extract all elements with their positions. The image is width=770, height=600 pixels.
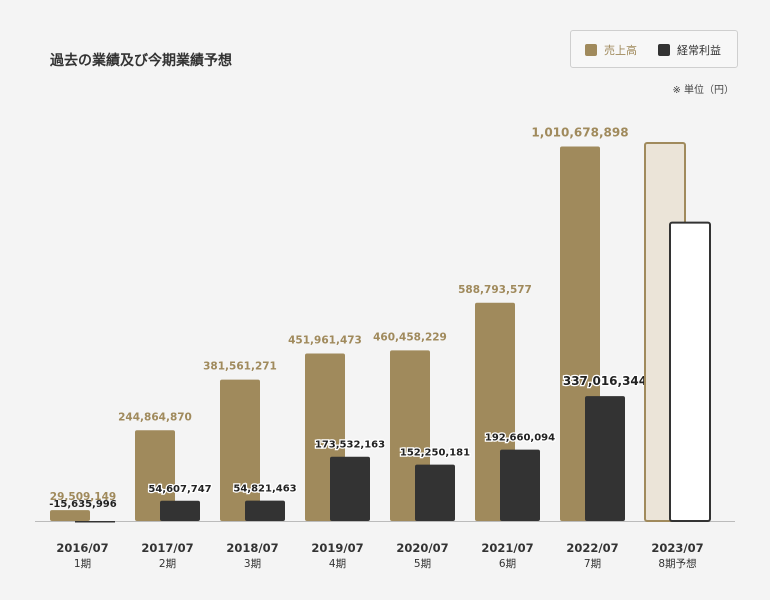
x-tick-label: 2020/07 [396,541,448,555]
x-tick-label: 2022/07 [566,541,618,555]
x-tick-sublabel: 8期予想 [658,557,696,570]
bar-sales[interactable] [50,510,90,521]
label-profit-value: 337,016,344 [563,374,647,388]
bar-profit[interactable] [415,464,455,521]
label-sales-value: 451,961,473 [288,335,362,347]
legend-item-sales[interactable]: 売上高 [585,42,637,58]
bar-profit[interactable] [669,221,711,522]
bar-profit[interactable] [245,500,285,521]
bar-profit[interactable] [75,521,115,523]
x-tick-label: 2016/07 [56,541,108,555]
label-sales-value: 1,010,678,898 [531,125,628,139]
x-tick-sublabel: 6期 [499,558,516,570]
legend: 売上高 経常利益 [570,30,738,68]
x-tick-sublabel: 1期 [74,558,91,570]
x-tick-label: 2023/07 [651,541,703,555]
label-sales-value: 460,458,229 [373,331,447,343]
x-tick-sublabel: 5期 [414,558,431,570]
label-profit-value: 54,821,463 [233,484,296,495]
legend-label-profit: 経常利益 [677,44,721,57]
unit-note: ※ 単位（円） [672,85,734,96]
label-sales-value: 588,793,577 [458,284,532,296]
label-sales-value: 244,864,870 [118,411,192,423]
x-tick-label: 2021/07 [481,541,533,555]
x-tick-sublabel: 7期 [584,558,601,570]
legend-swatch-profit [658,44,670,56]
label-profit-value: 54,607,747 [148,484,211,495]
x-tick-label: 2017/07 [141,541,193,555]
bar-profit[interactable] [500,449,540,521]
bar-profit[interactable] [160,500,200,521]
label-profit-value: 192,660,094 [485,433,555,444]
x-tick-label: 2019/07 [311,541,363,555]
label-profit-value: 152,250,181 [400,448,470,459]
chart-title: 過去の業績及び今期業績予想 [50,53,232,69]
x-tick-sublabel: 2期 [159,558,176,570]
x-tick-label: 2018/07 [226,541,278,555]
legend-swatch-sales [585,44,597,56]
x-tick-sublabel: 3期 [244,558,261,570]
bar-sales[interactable] [135,430,175,521]
x-tick-sublabel: 4期 [329,558,346,570]
label-sales-value: 29,509,149 [50,491,116,503]
legend-item-profit[interactable]: 経常利益 [658,42,721,58]
legend-label-sales: 売上高 [604,44,637,57]
bar-profit[interactable] [585,396,625,521]
label-sales-value: 381,561,271 [203,361,277,373]
label-profit-value: -15,635,996 [49,499,116,510]
bar-profit[interactable] [330,456,370,521]
label-profit-value: 173,532,163 [315,440,385,451]
bar-sales[interactable] [220,379,260,521]
